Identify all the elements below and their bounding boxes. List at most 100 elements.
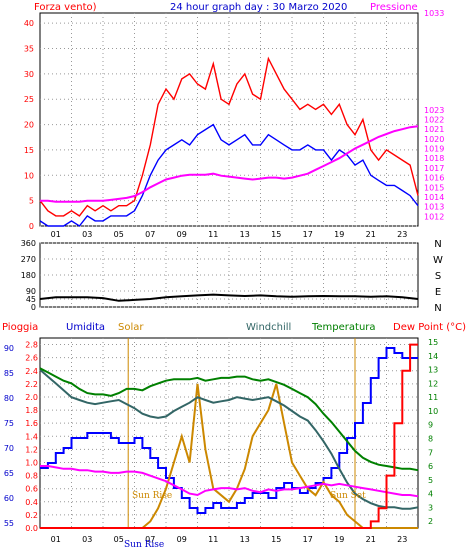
series-line-2 (39, 368, 419, 510)
series-line-1 (39, 123, 419, 227)
humidity-tick-label: 85 (4, 369, 14, 378)
temperature-tick-label: 15 (428, 338, 438, 347)
y2-tick-label: 1014 (424, 193, 444, 202)
series-line-0 (39, 56, 419, 217)
rain-tick-label: 2.8 (25, 341, 38, 350)
rain-tick-label: 1.2 (25, 445, 38, 454)
rain-tick-label: 0.6 (25, 485, 38, 494)
temperature-tick-label: 2 (428, 517, 433, 526)
wind-pressure-panel: 0510152025303540101210131014101510161017… (24, 9, 445, 239)
temperature-tick-label: 13 (428, 366, 438, 375)
rain-tick-label: 0.4 (25, 498, 38, 507)
x-tick-label: 03 (82, 230, 92, 239)
humidity-axis-label: Umidita (66, 322, 105, 333)
y-tick-label: 270 (21, 255, 36, 264)
sun-rise-label: Sun Rise (132, 491, 172, 501)
y-tick-label: 40 (24, 19, 34, 28)
chart-title: 24 hour graph day : 30 Marzo 2020 (170, 2, 347, 13)
direction-label: S (435, 271, 441, 282)
direction-label: N (434, 303, 441, 314)
x-tick-label: 09 (177, 230, 187, 239)
rain-tick-label: 1.4 (25, 432, 38, 441)
temperature-tick-label: 4 (428, 490, 433, 499)
y2-tick-label: 1012 (424, 212, 444, 221)
rain-tick-label: 1.6 (25, 419, 38, 428)
y-tick-label: 180 (21, 271, 36, 280)
y-tick-label: 0 (31, 303, 36, 312)
x-tick-label: 23 (397, 535, 407, 544)
y-tick-label: 10 (24, 171, 34, 180)
humidity-tick-label: 70 (4, 444, 14, 453)
humidity-tick-label: 65 (4, 469, 14, 478)
x-tick-label: 11 (208, 230, 218, 239)
y2-tick-label: 1022 (424, 116, 444, 125)
y-tick-label: 20 (24, 121, 34, 130)
y2-tick-label: 1019 (424, 145, 444, 154)
series-line-3 (39, 367, 419, 472)
x-tick-label: 01 (51, 230, 61, 239)
wind-axis-label: Forza vento) (34, 2, 97, 13)
x-tick-label: 07 (145, 230, 155, 239)
humidity-tick-label: 55 (4, 519, 14, 528)
x-tick-label: 21 (366, 535, 376, 544)
rain-humidity-temperature-panel: 0.0 0.2 0.4 0.6 0.8 1.0 1.2 1.4 1.6 1.8 2.0 2.2 2.4 2… (4, 337, 438, 544)
temperature-tick-label: 12 (428, 379, 438, 388)
rain-tick-label: 0.0 (25, 524, 38, 533)
y-tick-label: 90 (26, 287, 36, 296)
pressure-axis-label: Pressione (370, 2, 418, 13)
x-tick-label: 05 (114, 535, 124, 544)
y2-tick-label: 1023 (424, 106, 444, 115)
rain-tick-label: 1.0 (25, 458, 38, 467)
temperature-tick-label: 9 (428, 421, 433, 430)
x-tick-label: 21 (366, 230, 376, 239)
sun-set-label: Sun Set (330, 491, 366, 501)
rain-tick-label: 0.8 (25, 472, 38, 481)
humidity-tick-label: 75 (4, 419, 14, 428)
temperature-tick-label: 3 (428, 503, 433, 512)
x-tick-label: 05 (114, 230, 124, 239)
rain-tick-label: 2.4 (25, 367, 38, 376)
series-line-5 (40, 343, 418, 529)
dewpoint-axis-label: Dew Point (°C) (393, 322, 466, 333)
temperature-tick-label: 11 (428, 393, 438, 402)
y2-tick-label: 1013 (424, 203, 444, 212)
temperature-tick-label: 14 (428, 352, 438, 361)
direction-label: E (435, 287, 441, 298)
temperature-tick-label: 8 (428, 435, 433, 444)
humidity-tick-label: 60 (4, 494, 14, 503)
y-tick-label: 25 (24, 95, 34, 104)
sun-rise-axis-label: Sun Rise (124, 540, 164, 550)
y-tick-label: 45 (26, 295, 36, 304)
y-tick-label: 0 (29, 222, 34, 231)
rain-tick-label: 2.0 (25, 393, 38, 402)
y-tick-label: 35 (24, 45, 34, 54)
y2-tick-label: 1018 (424, 154, 444, 163)
x-tick-label: 23 (397, 230, 407, 239)
y-tick-label: 360 (21, 239, 36, 248)
x-tick-label: 15 (271, 230, 281, 239)
series-line-2 (40, 125, 419, 203)
x-tick-label: 03 (82, 535, 92, 544)
x-tick-label: 15 (271, 535, 281, 544)
temperature-axis-label: Temperatura (311, 322, 376, 333)
rain-axis-label: Pioggia (2, 322, 38, 333)
series-line-0 (40, 347, 418, 514)
x-tick-label: 17 (303, 230, 313, 239)
rain-tick-label: 2.6 (25, 354, 38, 363)
temperature-tick-label: 6 (428, 462, 433, 471)
y2-tick-label: 1020 (424, 135, 444, 144)
humidity-tick-label: 90 (4, 344, 14, 353)
x-tick-label: 11 (208, 535, 218, 544)
y2-tick-label: 1016 (424, 174, 444, 183)
direction-label: W (433, 255, 443, 266)
solar-axis-label: Solar (118, 322, 144, 333)
x-tick-label: 07 (145, 535, 155, 544)
y-tick-label: 30 (24, 70, 34, 79)
y2-tick-label: 1021 (424, 125, 444, 134)
y-tick-label: 15 (24, 146, 34, 155)
y-tick-label: 5 (29, 197, 34, 206)
plot-frame (39, 12, 419, 227)
windchill-axis-label: Windchill (246, 322, 291, 333)
